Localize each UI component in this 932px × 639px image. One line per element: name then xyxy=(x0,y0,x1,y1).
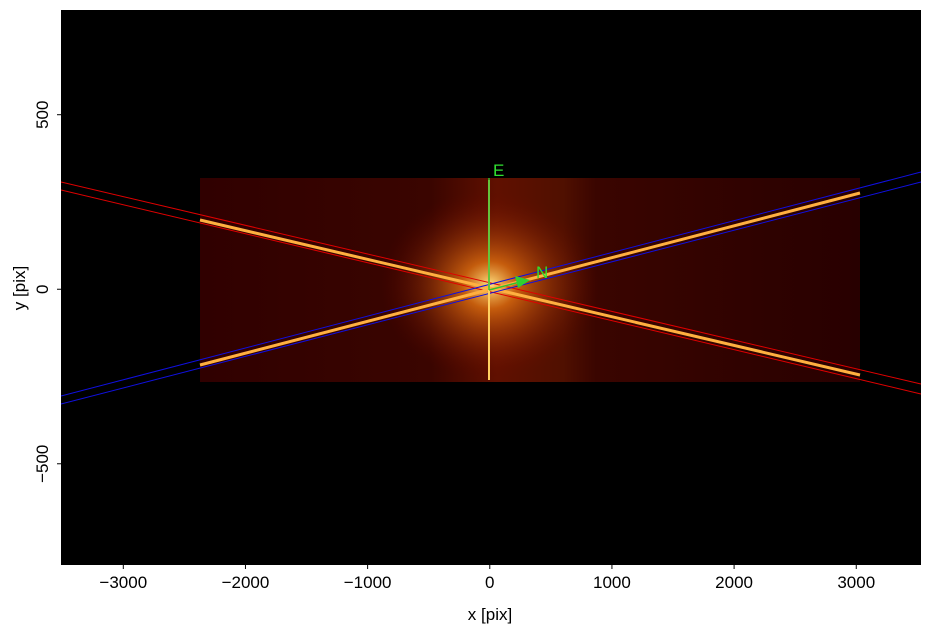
y-tick-label: −500 xyxy=(33,445,52,483)
x-tick-label: −1000 xyxy=(344,573,392,592)
dispersed-spectrum xyxy=(199,218,861,377)
x-tick-label: 3000 xyxy=(837,573,875,592)
x-tick-label: −2000 xyxy=(222,573,270,592)
y-tick-label: 0 xyxy=(33,285,52,294)
compass-arrowhead xyxy=(515,276,530,288)
annotation: E xyxy=(493,161,504,180)
x-tick-label: 1000 xyxy=(593,573,631,592)
dispersed-spectrum xyxy=(199,191,861,367)
x-axis-label: x [pix] xyxy=(468,605,512,624)
region-line xyxy=(61,171,921,397)
x-tick-label: 0 xyxy=(485,573,494,592)
annotation: N xyxy=(536,263,548,282)
y-axis-label: y [pix] xyxy=(10,266,29,310)
x-tick-label: 2000 xyxy=(715,573,753,592)
x-tick-label: −3000 xyxy=(99,573,147,592)
region-line xyxy=(61,189,921,395)
image: E N xyxy=(61,10,921,565)
y-tick-label: 500 xyxy=(33,101,52,129)
region-line xyxy=(61,181,921,385)
region-line xyxy=(61,181,921,405)
compass-north xyxy=(488,281,521,291)
